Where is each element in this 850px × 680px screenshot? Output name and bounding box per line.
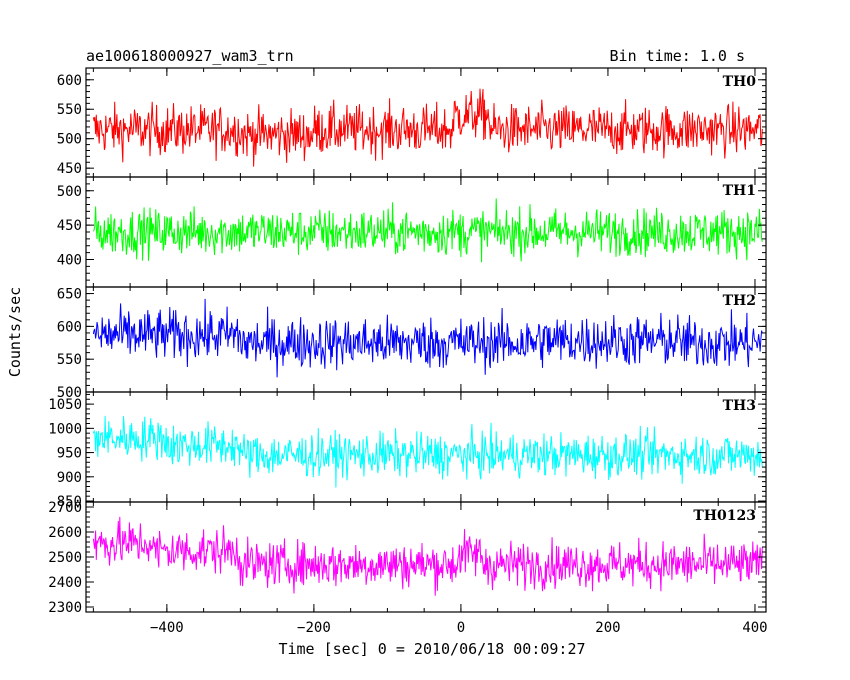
y-tick-label: 2600 (48, 525, 82, 541)
x-tick-label: −200 (297, 620, 331, 636)
series-th0 (92, 88, 763, 167)
panel-frame (85, 501, 767, 613)
chart-title: ae100618000927_wam3_trn (86, 47, 294, 65)
y-tick-label: 2700 (48, 500, 82, 516)
panel-label: TH1 (723, 183, 756, 199)
y-tick-label: 2500 (48, 550, 82, 566)
panel-label: TH0123 (693, 508, 756, 524)
panel-th2: 500 550 600 650 TH2 (57, 286, 767, 401)
panel-th3: 850 900 950 1000 1050 TH3 (48, 391, 767, 510)
y-tick-label: 850 (57, 494, 82, 510)
y-axis-label: Counts/sec (6, 287, 24, 377)
y-tick-label: 650 (57, 287, 82, 303)
panel-label: TH2 (723, 293, 756, 309)
series-th2 (92, 298, 763, 378)
series-th1 (92, 198, 763, 263)
y-tick-label: 2400 (48, 575, 82, 591)
series-th0123 (92, 516, 763, 596)
y-tick-label: 500 (57, 385, 82, 401)
y-tick-label: 550 (57, 102, 82, 118)
x-axis-label: Time [sec] 0 = 2010/06/18 00:09:27 (278, 640, 585, 658)
y-tick-label: 400 (57, 253, 82, 269)
panel-th0: 450 500 550 600 TH0 (57, 67, 767, 178)
y-tick-label: 1050 (48, 397, 82, 413)
series-th3 (92, 415, 763, 488)
y-tick-label: 950 (57, 446, 82, 462)
y-tick-label: 600 (57, 319, 82, 335)
y-tick-label: 450 (57, 218, 82, 234)
panel-th1: 400 450 500 TH1 (57, 176, 767, 288)
panels-group: 450 500 550 600 TH0 400 450 500 TH1 500 550 600 650 T… (48, 67, 768, 636)
x-tick-label: −400 (150, 620, 184, 636)
y-tick-label: 450 (57, 161, 82, 177)
y-tick-label: 600 (57, 73, 82, 89)
x-tick-label: 200 (595, 620, 620, 636)
panel-label: TH3 (723, 398, 756, 414)
y-tick-label: 500 (57, 132, 82, 148)
y-tick-label: 1000 (48, 421, 82, 437)
x-tick-label: 0 (457, 620, 465, 636)
y-tick-label: 500 (57, 184, 82, 200)
y-tick-label: 550 (57, 352, 82, 368)
y-tick-label: 2300 (48, 600, 82, 616)
panel-th0123: 2300 2400 2500 2600 2700 TH0123 (48, 500, 767, 616)
panel-label: TH0 (723, 74, 757, 90)
x-tick-label: 400 (742, 620, 767, 636)
y-tick-label: 900 (57, 470, 82, 486)
bin-time-label: Bin time: 1.0 s (610, 47, 745, 65)
